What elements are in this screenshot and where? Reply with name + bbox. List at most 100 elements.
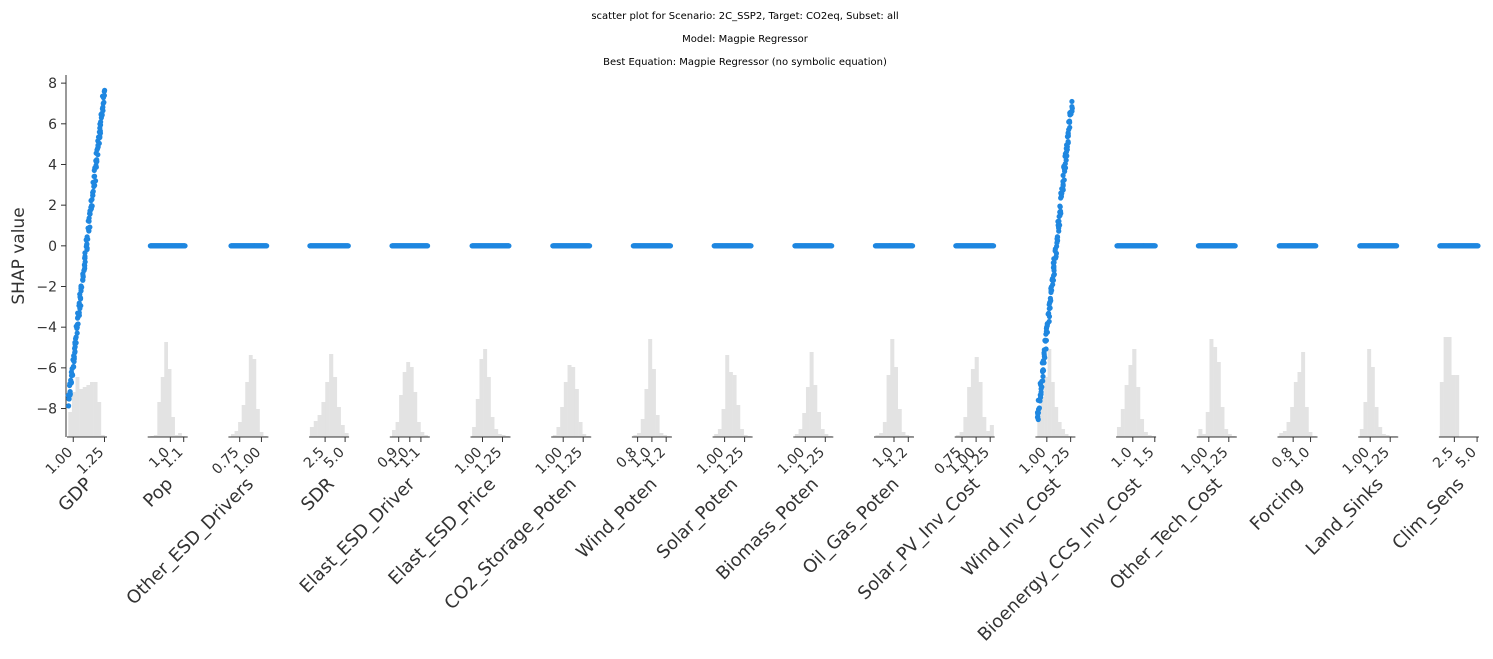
histogram-bar [68, 412, 73, 437]
histogram-bar [483, 349, 488, 437]
histogram-bar [1047, 349, 1052, 437]
histogram-bar [409, 367, 414, 437]
histogram-bar [1051, 382, 1055, 437]
feature-name-label: Land_Sinks [1302, 474, 1388, 560]
scatter-point [73, 340, 79, 346]
scatter-point [82, 253, 88, 260]
histogram-bar [890, 339, 895, 437]
chart-title-block: scatter plot for Scenario: 2C_SSP2, Targ… [591, 11, 898, 68]
scatter-point [84, 234, 90, 240]
histogram-bar [174, 435, 179, 437]
histogram-bar [882, 422, 887, 437]
scatter-point [829, 243, 835, 249]
histogram-bar [420, 432, 425, 437]
histogram-bar [1147, 435, 1152, 437]
scatter-point [78, 283, 84, 289]
histogram-bar [164, 342, 168, 437]
scatter-point [1475, 243, 1481, 249]
scatter-point [98, 119, 104, 125]
histogram-bar [1381, 434, 1386, 437]
histogram-bar [1378, 427, 1383, 437]
scatter-point [506, 243, 512, 249]
histogram-bar [1308, 432, 1313, 437]
feature-name-label: Wind_Poten [572, 474, 661, 563]
histogram-bar [1205, 412, 1210, 437]
histogram-bar [1213, 347, 1218, 437]
y-tick-label: −4 [36, 320, 57, 336]
scatter-point [1069, 105, 1075, 111]
scatter-point [1061, 177, 1067, 183]
scatter-point [1063, 157, 1069, 163]
histogram-bar [824, 434, 829, 437]
histogram-bar [497, 434, 502, 437]
histogram-bar [970, 369, 975, 437]
y-tick-label: 0 [48, 239, 57, 255]
histogram-bar [1367, 349, 1372, 437]
scatter-point [1060, 172, 1066, 178]
histogram-bar [171, 417, 175, 437]
histogram-bar [157, 402, 162, 437]
scatter-point [89, 203, 95, 209]
histogram-bar [1363, 402, 1368, 437]
histogram-bar [736, 405, 741, 437]
histogram-bar [1443, 337, 1448, 437]
scatter-point [1313, 243, 1319, 249]
y-tick-label: −2 [36, 280, 57, 296]
histogram-bar [728, 372, 733, 437]
scatter-point [1062, 165, 1069, 171]
histogram-bar [1198, 429, 1203, 437]
histogram-bar [490, 417, 495, 437]
scatter-point [70, 363, 77, 370]
scatter-point [1045, 311, 1051, 317]
histogram-bar [392, 430, 396, 437]
scatter-point [1069, 98, 1075, 105]
histogram-bar [406, 362, 411, 437]
histogram-bar [967, 387, 972, 437]
histogram-bar [552, 435, 557, 437]
histogram-bar [1124, 385, 1129, 437]
histogram-bar [1227, 434, 1232, 437]
histogram-bar [1301, 352, 1306, 437]
scatter-point [93, 164, 99, 170]
histogram-bar [399, 395, 403, 437]
scatter-point [1066, 119, 1072, 125]
histogram-bar [567, 365, 572, 437]
histogram-bar [571, 367, 576, 437]
scatter-point [76, 300, 82, 306]
histogram-bar [1439, 382, 1444, 437]
histogram-bar [897, 409, 902, 437]
scatter-point [92, 178, 99, 184]
histogram-bar [1359, 429, 1364, 437]
histogram-bar [317, 415, 322, 437]
scatter-point [84, 241, 90, 247]
histogram-bar [325, 382, 330, 437]
histogram-bar [160, 377, 165, 437]
histogram-bar [1293, 382, 1298, 437]
histogram-bar [1209, 339, 1214, 437]
histogram-bar [475, 399, 480, 437]
histogram-bar [986, 431, 991, 437]
histogram-bar [82, 387, 87, 437]
histogram-bar [255, 409, 260, 437]
histogram-bar [79, 389, 84, 437]
scatter-point [1051, 271, 1057, 277]
scatter-point [94, 158, 100, 165]
histogram-bar [743, 435, 748, 437]
histogram-bar [1054, 407, 1059, 437]
histogram-bar [309, 427, 315, 437]
histogram-bar [717, 429, 722, 437]
histogram-bar [90, 382, 94, 437]
histogram-bar [321, 402, 326, 437]
y-tick-label: −8 [36, 402, 57, 418]
histogram-bar [739, 429, 744, 437]
scatter-point [1040, 368, 1047, 374]
feature-name-label: Forcing [1246, 474, 1307, 535]
x-tick-label: 1.5 [1131, 445, 1158, 472]
scatter-point [97, 134, 103, 141]
histogram-bar [241, 405, 246, 437]
histogram-bar [989, 425, 994, 437]
histogram-bar [982, 417, 987, 437]
scatter-point [96, 140, 102, 146]
